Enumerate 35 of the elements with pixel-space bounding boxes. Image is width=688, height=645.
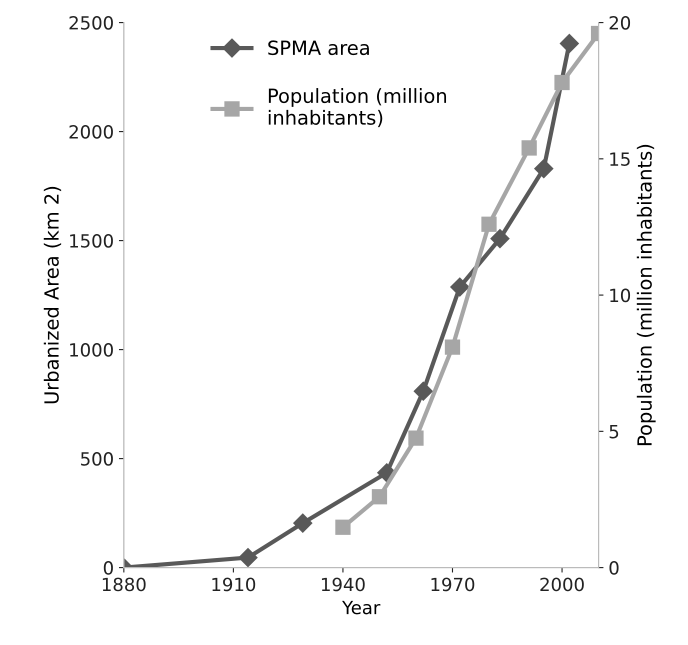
point (554, 74, 570, 90)
x-tick-label: 1910 (212, 578, 256, 592)
point (450, 277, 470, 297)
legend-label: SPMA area (268, 40, 369, 56)
point (372, 489, 388, 504)
x-tick-label: 1880 (102, 578, 146, 592)
x-tick-label: 1940 (322, 578, 365, 592)
y-tick-label: 1500 (70, 234, 113, 248)
point (408, 430, 424, 446)
point (560, 34, 579, 54)
point (335, 520, 351, 535)
point (534, 159, 554, 178)
y2-tick-label: 20 (610, 16, 630, 30)
point (238, 548, 258, 568)
point (522, 140, 537, 156)
point (293, 514, 312, 533)
point (490, 229, 510, 248)
legend-label: Population (million inhabitants) (268, 88, 446, 128)
y-tick-label: 2000 (69, 125, 113, 139)
y2-tick-label: 0 (609, 561, 619, 575)
y-tick-label: 0 (104, 561, 113, 575)
y-tick-label: 2500 (69, 16, 113, 30)
y-tick-label: 500 (81, 452, 113, 466)
y-axis-title: Urbanized Area (km 2) (44, 186, 62, 404)
y2-tick-label: 15 (610, 152, 630, 166)
y2-tick-label: 5 (610, 425, 618, 438)
point (481, 216, 497, 232)
x-axis-title: Year (342, 600, 380, 614)
point (414, 382, 433, 401)
x-tick-label: 2000 (540, 578, 584, 592)
point (444, 340, 460, 355)
x-tick-label: 1970 (432, 578, 474, 592)
y2-axis-title: Population (million inhabitants) (636, 144, 656, 446)
y2-tick-label: 10 (610, 288, 630, 302)
y-tick-label: 1000 (70, 343, 113, 357)
